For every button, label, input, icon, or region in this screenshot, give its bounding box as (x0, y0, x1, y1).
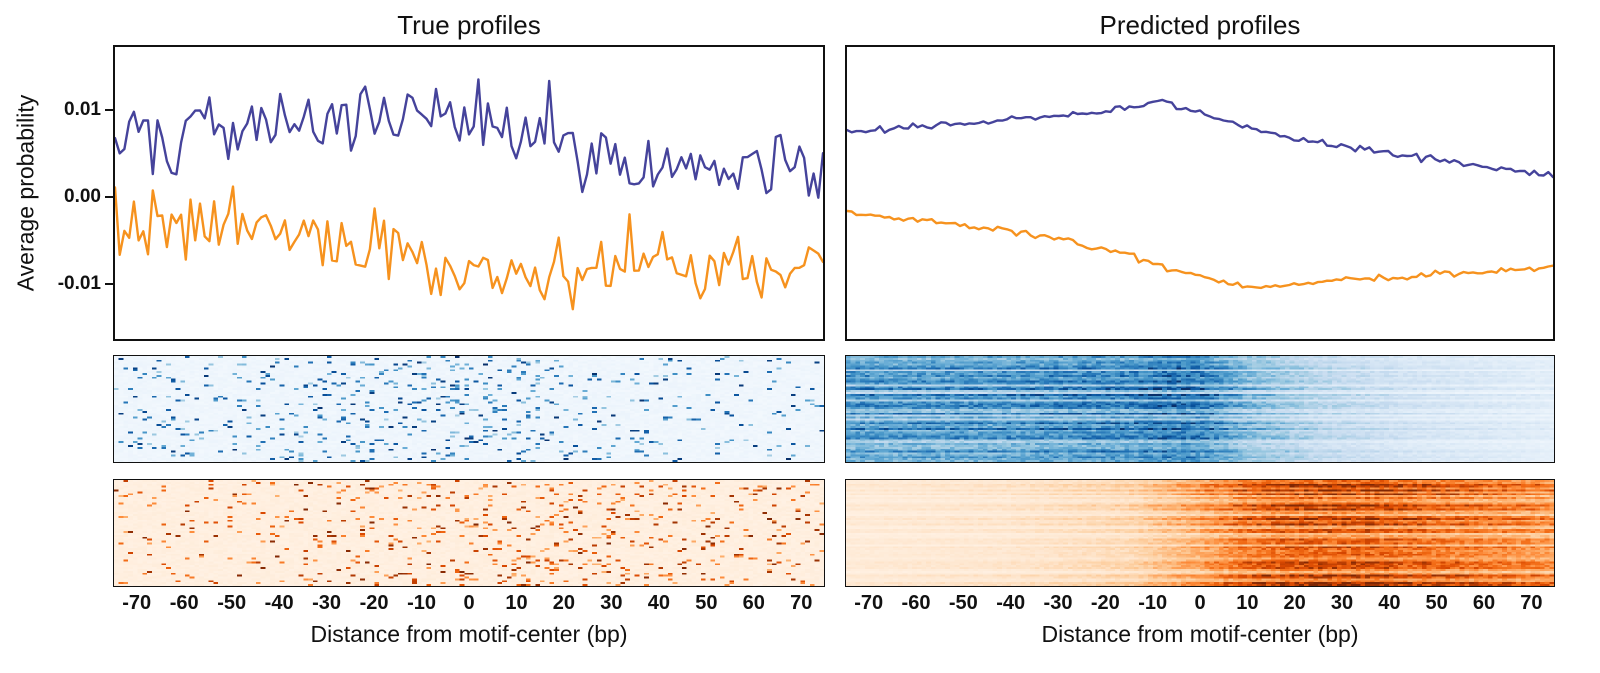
x-axis-label-true: Distance from motif-center (bp) (310, 621, 628, 647)
heatmap-canvas (846, 480, 1554, 586)
x-tick-label: -20 (1090, 592, 1120, 614)
x-tick-label: 10 (505, 592, 528, 614)
x-tick-label: 50 (695, 592, 718, 614)
y-tick-mark (105, 196, 113, 199)
x-tick-label: 70 (1520, 592, 1543, 614)
heatmap-canvas (114, 480, 824, 586)
x-tick-label: -60 (901, 592, 931, 614)
x-tick-label: 0 (1194, 592, 1206, 614)
x-tick-label: -30 (1043, 592, 1073, 614)
y-axis-label: Average probability (12, 94, 39, 292)
x-tick-label: 70 (790, 592, 813, 614)
x-axis-label-predicted: Distance from motif-center (bp) (1041, 621, 1359, 647)
x-tick-label: 40 (647, 592, 670, 614)
y-tick-mark (105, 109, 113, 112)
x-tick-label: -10 (1138, 592, 1168, 614)
x-tick-label: -40 (996, 592, 1026, 614)
x-tick-label: 20 (1283, 592, 1306, 614)
x-tick-label: 40 (1378, 592, 1401, 614)
x-tick-label: -70 (854, 592, 884, 614)
x-tick-label: 30 (1330, 592, 1354, 614)
x-tick-label: -40 (264, 592, 294, 614)
x-tick-label: -10 (407, 592, 436, 614)
x-tick-label: 10 (1236, 592, 1259, 614)
true-profiles-title: True profiles (397, 10, 541, 40)
true-negative-strand-heatmap (113, 479, 825, 587)
x-tick-label: 0 (463, 592, 475, 614)
x-tick-label: 60 (742, 592, 765, 614)
x-tick-label: -60 (169, 592, 199, 614)
true-positive-strand-heatmap (113, 355, 825, 463)
x-tick-label: 30 (600, 592, 623, 614)
true-profiles-line-plot (113, 45, 825, 341)
x-tick-label: -50 (217, 592, 247, 614)
x-tick-label: -50 (948, 592, 978, 614)
predicted-profiles-line-plot (845, 45, 1555, 341)
x-tick-label: -70 (122, 592, 152, 614)
y-tick-label: 0.01 (64, 99, 101, 121)
x-tick-label: -20 (359, 592, 389, 614)
x-axis-ticks-predicted: -70 -60 -50 -40 -30 -20 -10 0 10 20 30 40 50 60 70 (845, 592, 1555, 618)
heatmap-canvas (114, 356, 824, 462)
y-tick-label: -0.01 (57, 273, 101, 295)
x-tick-label: 60 (1472, 592, 1496, 614)
y-tick-label: 0.00 (64, 186, 101, 208)
x-tick-label: 50 (1425, 592, 1448, 614)
heatmap-canvas (846, 356, 1554, 462)
predicted-profiles-title: Predicted profiles (1099, 10, 1301, 40)
y-tick-mark (105, 283, 113, 286)
predicted-negative-strand-heatmap (845, 479, 1555, 587)
x-tick-label: 20 (552, 592, 576, 614)
x-axis-ticks-true: -70 -60 -50 -40 -30 -20 -10 0 10 20 30 40 50 60 70 (113, 592, 825, 618)
predicted-positive-strand-heatmap (845, 355, 1555, 463)
x-tick-label: -30 (312, 592, 342, 614)
